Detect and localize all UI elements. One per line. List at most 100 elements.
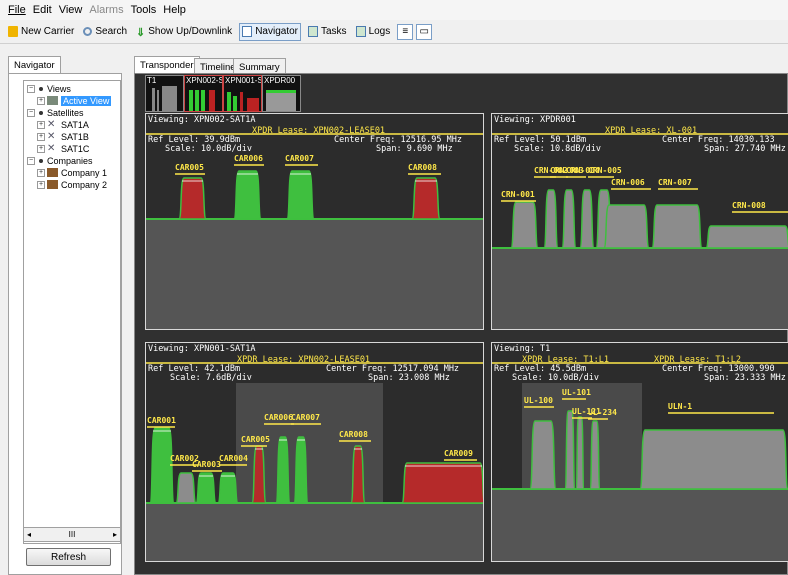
tree-node-company-2[interactable]: + Company 2 [37,179,107,190]
expand-icon[interactable]: + [37,132,45,141]
carrier-label: CRN-005 [588,166,622,175]
carrier-shape [561,189,577,249]
tree-node-sat1b[interactable]: + ✕ SAT1B [37,131,89,142]
bullet-icon [39,110,43,115]
tree-node-sat1a[interactable]: + ✕ SAT1A [37,119,89,130]
panel-scale: Scale: 10.0dB/div [512,373,599,383]
panel-ref-level: Ref Level: 42.1dBm [148,364,241,374]
tree-node-sat1c[interactable]: + ✕ SAT1C [37,143,89,154]
scroll-thumb[interactable]: III [68,530,76,539]
collapse-icon[interactable]: − [27,84,35,93]
scroll-right-icon[interactable]: ▸ [112,530,117,539]
carrier-label: CAR008 [339,430,368,439]
scroll-left-icon[interactable]: ◂ [27,530,32,539]
refresh-button[interactable]: Refresh [26,548,111,566]
new-carrier-button[interactable]: New Carrier [6,23,76,41]
navigator-tree: − Views + Active View − Satellites + ✕ SAT1A … [23,80,121,544]
carrier-shape [579,189,595,249]
companies-label: Companies [47,155,93,166]
tree-node-satellites[interactable]: − Satellites [27,107,84,118]
tree-node-active-view[interactable]: + Active View [37,95,112,106]
carrier-label: UL-101 [562,388,591,397]
carrier-label: CRN-002 [534,166,568,175]
panel-center-freq: Center Freq: 12516.95 MHz [334,135,462,145]
active-view-label: Active View [61,95,112,106]
expand-icon[interactable]: + [37,96,45,105]
search-label: Search [95,26,128,37]
thumbnail-label: XPDR00 [264,76,296,85]
carrier-shape [233,170,262,220]
menu-view[interactable]: View [58,4,83,16]
thumbnail-xpn002[interactable]: XPN002-S [184,75,223,112]
expand-icon[interactable]: + [37,144,45,153]
carrier-label: CRN-007 [658,178,692,187]
views-label: Views [47,83,71,94]
noise-floor [492,248,788,329]
expand-icon[interactable]: + [37,168,45,177]
panel-scale: Scale: 7.6dB/div [170,373,252,383]
tab-transponder[interactable]: Transponder [134,56,200,74]
list-view-icon[interactable]: ≡ [397,23,414,40]
spectrum-panel-xpdr001[interactable]: CRN-001 CRN-002 CRN-003 CRN-004 CRN-005 CRN-0… [491,113,788,330]
show-updownlink-button[interactable]: ⇓ Show Up/Downlink [134,23,234,41]
satellite-icon: ✕ [47,143,56,154]
menu-alarms[interactable]: Alarms [89,4,124,16]
tab-summary[interactable]: Summary [233,58,286,74]
spectrum-panel-t1[interactable]: UL-100 UL-101 UL-121 UL-234 ULN-1 Viewing: T… [491,342,788,562]
carrier-shape [350,445,366,504]
navigator-panel: Navigator − Views + Active View − Satellite… [8,56,122,575]
thumbnail-xpn001[interactable]: XPN001-S [223,75,262,112]
thumbnail-t1[interactable]: T1 [145,75,184,112]
carrier-shape [149,427,175,504]
bullet-icon [39,158,43,163]
tab-navigator[interactable]: Navigator [8,56,61,74]
carrier-label: CAR002 [170,454,199,463]
carrier-shape [589,420,601,490]
search-icon [83,27,93,36]
panel-center-freq: Center Freq: 14030.133 [662,135,775,145]
panel-ref-level: Ref Level: 39.9dBm [148,135,241,145]
menu-edit[interactable]: Edit [32,4,52,16]
carrier-shape [575,416,585,490]
logs-button[interactable]: Logs [354,23,393,41]
carrier-shape [639,429,788,490]
folder-icon [8,26,18,37]
new-carrier-label: New Carrier [21,26,75,37]
carrier-shape [217,472,239,504]
carrier-label: CAR006 [234,154,263,163]
panel-viewing: Viewing: XPDR001 [494,115,576,125]
search-button[interactable]: Search [81,23,129,41]
collapse-icon[interactable]: − [27,156,35,165]
carrier-shape [275,436,291,504]
thumbnail-label: XPN002-S [186,76,223,85]
panel-scale: Scale: 10.0dB/div [165,144,252,154]
expand-icon[interactable]: + [37,180,45,189]
thumbnail-xpdr001[interactable]: XPDR00 [262,75,301,112]
menu-file[interactable]: File [8,4,26,16]
tree-node-company-1[interactable]: + Company 1 [37,167,107,178]
tasks-button[interactable]: Tasks [306,23,349,41]
transponder-canvas: T1 XPN002-S XPN001-S XPDR00 CAR005 CAR006… [134,73,788,575]
sat-label: SAT1B [61,131,89,142]
menu-help[interactable]: Help [163,4,186,16]
spectrum-panel-xpn002[interactable]: CAR005 CAR006 CAR007 CAR008 Viewing: XPN002… [145,113,484,330]
satellite-icon: ✕ [47,119,56,130]
down-arrow-icon: ⇓ [136,27,146,39]
carrier-shape [401,462,483,504]
panel-lease: XPDR Lease: T1:L1 [522,355,609,365]
navigator-button[interactable]: Navigator [239,22,301,41]
panel-span: Span: 27.740 MHz [704,144,786,154]
thumbnail-spectrum [152,86,177,111]
horizontal-scrollbar[interactable]: ◂ III ▸ [23,527,121,542]
panel-ref-level: Ref Level: 45.5dBm [494,364,587,374]
tree-node-views[interactable]: − Views [27,83,71,94]
collapse-icon[interactable]: − [27,108,35,117]
tasks-icon [308,26,318,37]
expand-icon[interactable]: + [37,120,45,129]
panel-view-icon[interactable]: ▭ [416,23,433,40]
panel-viewing: Viewing: T1 [494,344,551,354]
spectrum-panel-xpn001[interactable]: CAR001 CAR002 CAR003 CAR004 CAR005 CAR006 CAR0… [145,342,484,562]
tree-node-companies[interactable]: − Companies [27,155,93,166]
menu-tools[interactable]: Tools [130,4,157,16]
carrier-shape [175,472,197,504]
